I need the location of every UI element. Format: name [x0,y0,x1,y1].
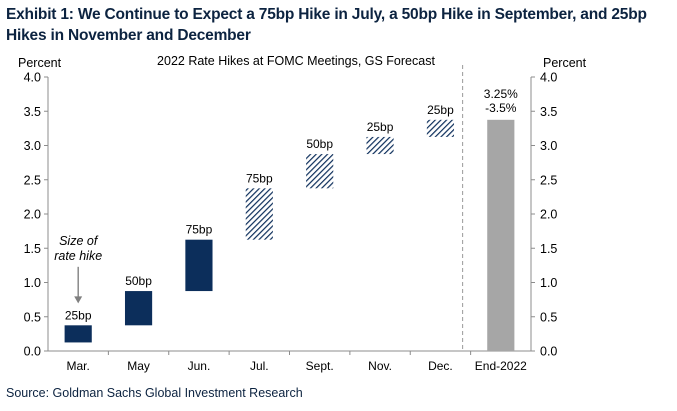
hike-size-label: 75bp [246,171,273,185]
bars [64,119,515,351]
right-tick-label: 4.0 [540,71,557,85]
right-tick-label: 0.0 [540,345,557,359]
left-tick-label: 1.0 [24,276,41,290]
right-tick-label: 3.0 [540,139,557,153]
right-tick-label: 1.5 [540,242,557,256]
right-tick-label: 1.0 [540,276,557,290]
hike-size-label: 50bp [125,274,152,288]
exhibit-title: Exhibit 1: We Continue to Expect a 75bp … [6,6,647,44]
left-tick-label: 0.5 [24,310,41,324]
x-tick-label: Mar. [67,359,90,373]
right-tick-label: 2.5 [540,173,557,187]
right-axis-label: Percent [543,56,587,70]
chart-title: 2022 Rate Hikes at FOMC Meetings, GS For… [157,54,435,68]
hike-segment [366,136,394,155]
hike-size-label: 75bp [186,223,213,237]
right-tick-label: 3.5 [540,105,557,119]
hike-segment [306,154,334,189]
left-tick-label: 2.5 [24,173,41,187]
left-tick-label: 0.0 [24,345,41,359]
annotation-text: rate hike [54,249,102,263]
x-tick-label: End-2022 [475,359,527,373]
hike-segment [185,239,213,292]
total-range-label: -3.5% [485,101,517,115]
hike-segment [64,325,92,343]
x-tick-label: Nov. [368,359,392,373]
axes: 0.0 0.0 0.5 0.5 1.0 1.0 1.5 1.5 2.0 2.0 2.5 2.5 3.0 3… [24,65,557,373]
hike-size-label: 25bp [427,103,454,117]
annotation-arrowhead [74,296,83,304]
x-tick-label: May [127,359,150,373]
left-axis-label: Percent [18,56,62,70]
total-bar [487,119,515,351]
right-tick-label: 2.0 [540,208,557,222]
annotation-text: Size of [59,234,99,248]
hike-size-label: 50bp [306,137,333,151]
total-range-label: 3.25% [484,87,518,101]
hike-segment [124,291,153,326]
x-tick-label: Sept. [306,359,334,373]
x-tick-label: Dec. [428,359,453,373]
hike-segment [426,119,455,137]
left-tick-label: 4.0 [24,71,41,85]
right-tick-label: 0.5 [540,310,557,324]
left-tick-label: 1.5 [24,242,41,256]
left-tick-label: 3.0 [24,139,41,153]
hike-segment [245,188,273,240]
hike-size-label: 25bp [65,308,92,322]
labels: 25bp 50bp 75bp 75bp 50bp 25bp 25bp 3.25%-3.5% Si… [54,87,518,323]
left-tick-label: 3.5 [24,105,41,119]
hike-size-label: 25bp [367,120,394,134]
x-tick-label: Jun. [188,359,211,373]
x-tick-label: Jul. [250,359,269,373]
left-tick-label: 2.0 [24,208,41,222]
source-note: Source: Goldman Sachs Global Investment … [6,386,303,400]
